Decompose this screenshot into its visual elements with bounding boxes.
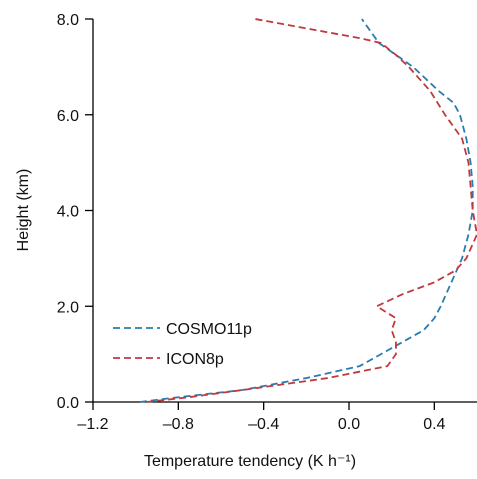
y-axis-label: Height (km) xyxy=(15,169,32,252)
x-tick-label: –0.8 xyxy=(163,416,194,433)
x-tick-label: –1.2 xyxy=(77,416,108,433)
y-tick-label: 2.0 xyxy=(57,299,79,316)
y-tick-label: 4.0 xyxy=(57,204,79,221)
y-tick-label: 8.0 xyxy=(57,12,79,29)
x-axis-label: Temperature tendency (K h⁻¹) xyxy=(144,453,356,470)
legend-label: COSMO11p xyxy=(166,321,252,338)
y-tick-label: 6.0 xyxy=(57,108,79,125)
x-tick-label: 0.0 xyxy=(338,416,360,433)
profile-line xyxy=(146,18,477,403)
y-tick-label: 0.0 xyxy=(57,395,79,412)
x-tick-label: –0.4 xyxy=(248,416,279,433)
legend-label: ICON8p xyxy=(166,351,224,368)
x-tick-label: 0.4 xyxy=(423,416,445,433)
profile-line xyxy=(139,18,474,403)
